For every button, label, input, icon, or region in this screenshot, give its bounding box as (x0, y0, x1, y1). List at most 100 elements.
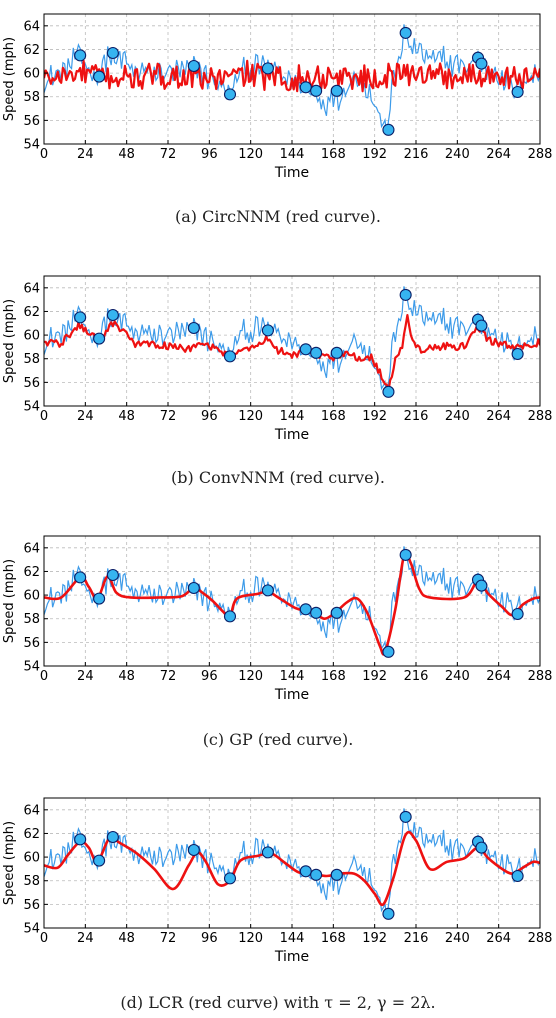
y-tick-label: 60 (23, 67, 40, 82)
observed-point (475, 319, 488, 332)
plot-area (44, 546, 540, 658)
x-tick-label: 48 (118, 669, 135, 684)
observed-point (399, 288, 412, 301)
observed-point (511, 607, 524, 621)
observed-point (310, 868, 323, 881)
x-tick-label: 240 (445, 669, 470, 684)
y-tick-label: 62 (23, 305, 40, 320)
ground-truth-series (44, 286, 540, 397)
y-tick-label: 64 (23, 19, 40, 34)
observed-point (187, 581, 200, 595)
observed-point (74, 49, 87, 62)
y-tick-label: 56 (23, 898, 40, 913)
y-tick-label: 58 (23, 352, 40, 367)
x-tick-label: 72 (160, 147, 177, 162)
observed-point (475, 579, 488, 592)
figure-caption: (a) CircNNM (red curve). (175, 207, 381, 226)
observed-point (399, 810, 412, 823)
y-tick-label: 56 (23, 376, 40, 391)
y-axis-label: Speed (mph) (2, 559, 17, 643)
y-tick-label: 58 (23, 874, 40, 889)
x-tick-label: 144 (280, 409, 305, 424)
observed-point (187, 59, 200, 73)
y-tick-label: 58 (23, 612, 40, 627)
observed-point (511, 347, 524, 361)
x-tick-label: 264 (486, 409, 511, 424)
x-tick-label: 264 (486, 931, 511, 946)
x-tick-label: 264 (486, 147, 511, 162)
x-tick-label: 216 (404, 147, 429, 162)
x-tick-label: 288 (528, 669, 553, 684)
x-tick-label: 288 (528, 409, 553, 424)
observed-point (310, 606, 323, 619)
y-tick-label: 62 (23, 43, 40, 58)
x-axis-label: Time (274, 427, 309, 443)
x-tick-label: 240 (445, 147, 470, 162)
x-tick-label: 48 (118, 931, 135, 946)
observed-point (399, 26, 412, 39)
plot-area (44, 286, 540, 398)
observed-point (106, 830, 119, 844)
observed-point (299, 81, 312, 94)
observed-point (475, 57, 488, 70)
figure-caption: (d) LCR (red curve) with τ = 2, γ = 2λ. (120, 993, 435, 1012)
x-tick-label: 168 (321, 409, 346, 424)
chart-panel: 0 24 48 72 96 120 144 168 192 216 240 264 288 54 56 58 6… (2, 797, 553, 1012)
x-tick-label: 72 (160, 669, 177, 684)
observed-point (399, 548, 412, 561)
y-tick-label: 60 (23, 589, 40, 604)
x-tick-label: 216 (404, 409, 429, 424)
observed-point (106, 46, 119, 60)
x-tick-label: 144 (280, 669, 305, 684)
observed-point (330, 84, 343, 97)
x-axis-label: Time (274, 687, 309, 703)
x-tick-label: 96 (201, 409, 218, 424)
x-tick-label: 216 (404, 669, 429, 684)
observed-point (310, 84, 323, 97)
x-tick-label: 72 (160, 409, 177, 424)
observed-point (93, 70, 106, 83)
y-tick-label: 62 (23, 827, 40, 842)
observed-point (382, 385, 395, 398)
x-tick-label: 288 (528, 147, 553, 162)
x-tick-label: 288 (528, 931, 553, 946)
x-tick-label: 24 (77, 147, 94, 162)
observed-point (106, 308, 119, 322)
y-axis-label: Speed (mph) (2, 37, 17, 121)
x-tick-label: 168 (321, 669, 346, 684)
observed-point (74, 311, 87, 324)
y-tick-label: 64 (23, 803, 40, 818)
chart-panel: 0 24 48 72 96 120 144 168 192 216 240 264 288 54 56 58 6… (2, 535, 553, 749)
observed-point (330, 868, 343, 881)
plot-area (44, 24, 540, 136)
y-tick-label: 58 (23, 90, 40, 105)
x-tick-label: 120 (238, 409, 263, 424)
x-tick-label: 192 (362, 931, 387, 946)
x-tick-label: 0 (40, 931, 48, 946)
y-tick-label: 54 (23, 138, 40, 153)
observed-point (74, 833, 87, 846)
observed-point (330, 346, 343, 359)
x-tick-label: 240 (445, 409, 470, 424)
x-tick-label: 96 (201, 669, 218, 684)
x-tick-label: 192 (362, 409, 387, 424)
observed-point (299, 343, 312, 356)
observed-point (261, 324, 274, 337)
x-tick-label: 24 (77, 409, 94, 424)
x-tick-label: 0 (40, 147, 48, 162)
reconstruction-series (44, 59, 540, 93)
x-tick-label: 24 (77, 931, 94, 946)
observed-point (299, 603, 312, 616)
observed-point (93, 332, 106, 345)
observed-point (223, 872, 237, 885)
plot-area (44, 808, 540, 920)
observed-point (310, 346, 323, 359)
y-axis-label: Speed (mph) (2, 299, 17, 383)
y-tick-label: 64 (23, 541, 40, 556)
x-tick-label: 48 (118, 409, 135, 424)
y-tick-label: 56 (23, 636, 40, 651)
x-tick-label: 168 (321, 147, 346, 162)
x-tick-label: 24 (77, 669, 94, 684)
x-tick-label: 0 (40, 409, 48, 424)
